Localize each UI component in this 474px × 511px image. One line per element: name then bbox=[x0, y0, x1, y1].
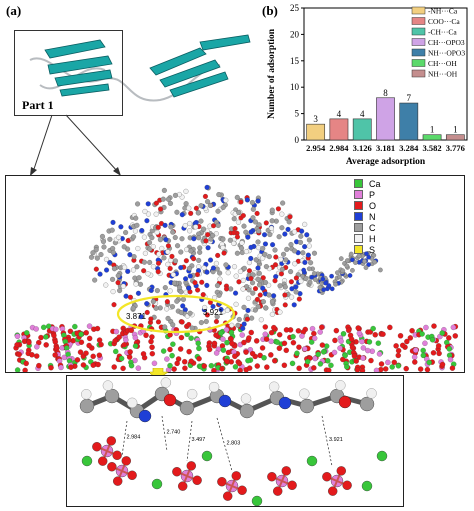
x-tick-label: 3.181 bbox=[376, 143, 395, 153]
atom-legend-item: C bbox=[354, 222, 418, 233]
atom-legend-swatch bbox=[354, 245, 363, 254]
legend-label: -CH···Ca bbox=[428, 28, 457, 37]
distance-label: 3.921 bbox=[203, 308, 224, 317]
atom-legend-swatch bbox=[354, 179, 363, 188]
bar bbox=[445, 134, 465, 141]
atom-legend-swatch bbox=[354, 201, 363, 210]
y-tick-label: 25 bbox=[290, 3, 300, 13]
legend-label: -NH···Ca bbox=[428, 7, 458, 16]
x-tick-label: 2.954 bbox=[306, 143, 326, 153]
legend-swatch bbox=[411, 48, 426, 57]
bar-value-label: 3 bbox=[313, 114, 318, 124]
bar-value-label: 7 bbox=[407, 93, 412, 103]
y-axis-label: Number of adsorption bbox=[267, 28, 277, 119]
atom-legend-item: N bbox=[354, 211, 418, 222]
atom-legend-swatch bbox=[354, 234, 363, 243]
part1-highlight-box bbox=[14, 30, 123, 116]
legend-label: CH···OPO3 bbox=[428, 38, 465, 47]
legend-swatch bbox=[411, 69, 426, 78]
part1-label: Part 1 bbox=[22, 98, 54, 112]
inset-distance-label: 3.921 bbox=[329, 437, 343, 443]
distance-label: 3.871 bbox=[126, 312, 147, 321]
bar-value-label: 4 bbox=[337, 109, 342, 119]
bar bbox=[422, 134, 442, 141]
inset-distance-label: 2.803 bbox=[227, 441, 241, 447]
x-axis-label: Average adsorption bbox=[346, 157, 426, 167]
bar-value-label: 1 bbox=[430, 125, 435, 135]
y-tick-label: 10 bbox=[290, 82, 300, 92]
atom-legend-item: O bbox=[354, 200, 418, 211]
y-tick-label: 20 bbox=[290, 29, 300, 39]
y-tick-label: 5 bbox=[295, 109, 300, 119]
x-tick-label: 3.284 bbox=[399, 143, 419, 153]
bar bbox=[399, 102, 419, 141]
atom-legend-item: H bbox=[354, 233, 418, 244]
panel-b-label: (b) bbox=[262, 3, 278, 18]
legend-label: CH···OH bbox=[428, 59, 457, 68]
inset-distance-label: 2.984 bbox=[127, 435, 141, 441]
part1-arrows bbox=[30, 114, 121, 176]
legend-swatch bbox=[411, 6, 426, 15]
atom-legend-swatch bbox=[354, 223, 363, 232]
bar-value-label: 4 bbox=[360, 109, 365, 119]
bar bbox=[329, 118, 349, 141]
x-tick-label: 3.582 bbox=[423, 143, 442, 153]
atom-legend-item: S bbox=[354, 244, 418, 255]
inset-distance-label: 3.497 bbox=[192, 437, 206, 443]
legend-label: NH···OPO3 bbox=[428, 49, 465, 58]
atom-legend-swatch bbox=[354, 212, 363, 221]
adsorption-snapshot-panel: 3.871 3.921 bbox=[5, 175, 465, 374]
atom-legend-swatch bbox=[354, 190, 363, 199]
atom-legend-label: C bbox=[369, 222, 376, 233]
y-tick-label: 0 bbox=[295, 135, 300, 145]
protein-ribbon-image bbox=[29, 34, 251, 102]
atom-legend-label: N bbox=[369, 211, 376, 222]
legend-swatch bbox=[411, 17, 426, 25]
atom-legend-item: P bbox=[354, 189, 418, 200]
atom-legend-label: H bbox=[369, 233, 376, 244]
inset-distance-label: 2.740 bbox=[167, 430, 181, 436]
legend-swatch bbox=[411, 27, 426, 36]
adsorption-bar-chart: 0 5 10 15 20 25 3 2.954 4 2.984 4 3.126 8 3.181 7 3.284… bbox=[267, 3, 468, 167]
contact-region-highlight bbox=[116, 294, 236, 334]
atom-legend-label: O bbox=[369, 200, 377, 211]
x-tick-label: 3.776 bbox=[446, 143, 465, 153]
bar bbox=[306, 123, 326, 141]
atom-legend-item: Ca bbox=[354, 178, 418, 189]
x-tick-label: 2.984 bbox=[329, 143, 349, 153]
zoomed-molecules: 2.984 2.740 3.497 2.803 3.921 bbox=[79, 377, 388, 507]
bar bbox=[352, 118, 372, 141]
atom-legend-label: Ca bbox=[369, 178, 381, 189]
zoomed-interaction-panel: 2.984 2.740 3.497 2.803 3.921 bbox=[66, 375, 404, 507]
x-tick-label: 3.126 bbox=[353, 143, 372, 153]
bar bbox=[376, 97, 395, 141]
y-tick-label: 15 bbox=[290, 56, 300, 66]
atom-legend-label: S bbox=[369, 244, 376, 255]
molecular-cluster: 3.871 3.921 bbox=[13, 184, 459, 374]
atom-legend-label: P bbox=[369, 189, 376, 200]
legend-swatch bbox=[411, 59, 426, 67]
legend-label: NH···OH bbox=[428, 70, 458, 79]
bar-value-label: 1 bbox=[453, 125, 458, 135]
legend-label: COO···Ca bbox=[428, 17, 460, 26]
panel-a-label: (a) bbox=[6, 3, 22, 18]
atom-legend: Ca P O N C H S bbox=[354, 178, 418, 255]
legend-swatch bbox=[411, 38, 426, 46]
bar-value-label: 8 bbox=[383, 88, 388, 98]
